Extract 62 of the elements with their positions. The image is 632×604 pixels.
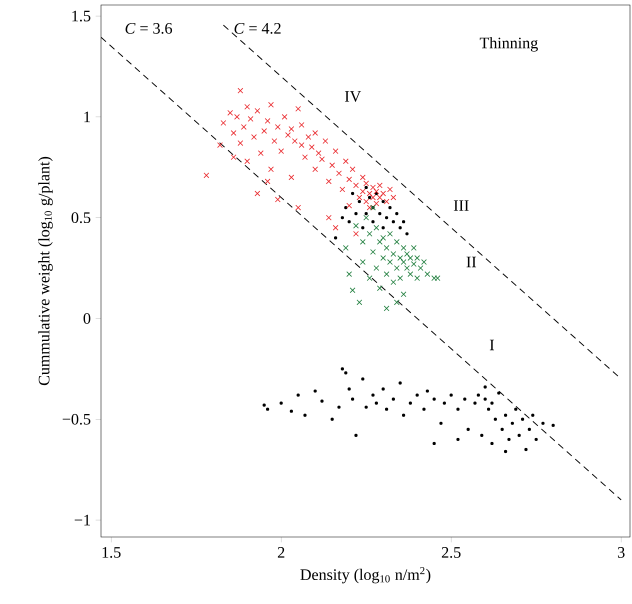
point bbox=[384, 306, 390, 312]
y-tick-label: 1 bbox=[84, 112, 90, 122]
point bbox=[370, 249, 376, 255]
point bbox=[376, 239, 383, 245]
y-tick-label: −0.5 bbox=[62, 414, 90, 425]
point bbox=[353, 222, 359, 229]
point bbox=[346, 271, 352, 277]
point bbox=[376, 285, 383, 292]
annotation: I bbox=[490, 340, 494, 350]
point bbox=[410, 245, 417, 251]
annotation: Thinning bbox=[480, 37, 538, 52]
y-tick-label: −1 bbox=[74, 514, 90, 526]
annotation: IV bbox=[344, 91, 362, 102]
x-tick-label: 2.5 bbox=[442, 547, 461, 558]
point bbox=[397, 275, 404, 282]
point bbox=[374, 224, 380, 231]
x-tick-label: 3 bbox=[618, 547, 625, 558]
point bbox=[356, 299, 362, 306]
annotation: C = 3.6 bbox=[126, 22, 172, 34]
point bbox=[400, 259, 406, 265]
point bbox=[374, 265, 380, 271]
point bbox=[424, 271, 430, 277]
point bbox=[384, 271, 390, 277]
point bbox=[390, 251, 396, 257]
point bbox=[380, 234, 386, 241]
point bbox=[350, 287, 356, 294]
point bbox=[366, 230, 372, 237]
point bbox=[363, 214, 370, 221]
point bbox=[394, 299, 400, 306]
point bbox=[434, 275, 440, 282]
point bbox=[431, 275, 438, 282]
y-tick-label: 0 bbox=[84, 313, 90, 324]
point bbox=[360, 239, 366, 245]
point bbox=[387, 230, 393, 237]
y-axis-title: Cummulative weight (log$_{10}$ g/plant) bbox=[38, 156, 53, 386]
point bbox=[380, 255, 386, 261]
point bbox=[414, 275, 420, 282]
point bbox=[384, 245, 390, 251]
annotation: III bbox=[454, 200, 469, 211]
x-tick-label: 1.5 bbox=[102, 547, 121, 558]
point bbox=[404, 265, 410, 271]
point bbox=[390, 279, 396, 286]
x-axis-title: Density (log$_{10}$ n/m$^{2}$) bbox=[300, 567, 430, 584]
x-tick-label: 2 bbox=[278, 547, 284, 558]
annotation: C = 4.2 bbox=[234, 22, 281, 34]
y-tick-label: 0.5 bbox=[72, 212, 90, 224]
point bbox=[418, 265, 424, 271]
annotation: II bbox=[466, 256, 476, 268]
y-tick-label: 1.5 bbox=[72, 10, 90, 22]
point bbox=[342, 245, 349, 251]
point bbox=[394, 265, 400, 271]
point bbox=[408, 271, 414, 277]
point bbox=[366, 275, 372, 282]
point bbox=[387, 259, 393, 265]
point bbox=[404, 251, 410, 257]
point bbox=[400, 291, 406, 298]
point bbox=[397, 255, 404, 261]
point bbox=[400, 245, 406, 251]
point bbox=[421, 259, 427, 265]
point bbox=[394, 239, 400, 245]
point bbox=[410, 261, 417, 267]
point bbox=[360, 259, 366, 265]
